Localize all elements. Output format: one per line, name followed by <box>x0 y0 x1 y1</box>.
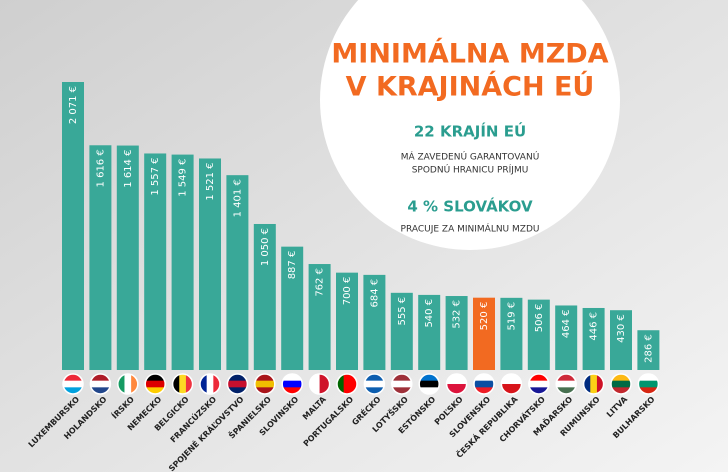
value-label: 430 € <box>616 314 627 343</box>
value-label: 555 € <box>397 297 408 326</box>
flag-stripe <box>419 381 439 388</box>
value-label: 464 € <box>561 309 572 338</box>
title: V KRAJINÁCH EÚ <box>346 71 595 103</box>
flag-stripe <box>255 381 275 388</box>
value-label: 1 616 € <box>95 149 106 187</box>
value-label: 520 € <box>479 302 490 331</box>
flag-stripe <box>611 381 631 388</box>
value-label: 286 € <box>643 334 654 363</box>
value-label: 684 € <box>369 279 380 308</box>
stat-text: MÁ ZAVEDENÚ GARANTOVANÚ <box>401 151 540 163</box>
value-label: 1 549 € <box>178 159 189 197</box>
value-label: 540 € <box>424 299 435 328</box>
flag-stripe <box>227 381 247 388</box>
stat-text: PRACUJE ZA MINIMÁLNU MZDU <box>401 223 540 235</box>
flag-stripe <box>344 374 351 394</box>
value-label: 1 557 € <box>150 157 161 195</box>
stat-text: SPODNÚ HRANICU PRÍJMU <box>412 164 529 176</box>
value-label: 887 € <box>287 251 298 280</box>
flag-stripe <box>590 374 597 394</box>
flag-stripe <box>529 381 549 388</box>
title: MINIMÁLNA MZDA <box>331 38 608 70</box>
flag-stripe <box>90 381 110 388</box>
flag-stripe <box>207 374 214 394</box>
flag-stripe <box>556 381 576 388</box>
value-label: 762 € <box>315 268 326 297</box>
flag-stripe <box>63 381 83 388</box>
value-label: 532 € <box>452 300 463 329</box>
stat-headline: 22 KRAJÍN EÚ <box>414 122 526 141</box>
stat-headline: 4 % SLOVÁKOV <box>407 197 533 216</box>
value-label: 1 614 € <box>123 150 134 188</box>
value-label: 1 401 € <box>232 179 243 217</box>
flag-stripe <box>282 381 302 388</box>
value-label: 446 € <box>589 312 600 341</box>
flag-stripe <box>392 381 412 388</box>
bar <box>62 82 84 370</box>
value-label: 506 € <box>534 304 545 333</box>
flag-stripe <box>124 374 131 394</box>
value-label: 2 071 € <box>68 86 79 124</box>
value-label: 700 € <box>342 277 353 306</box>
flag-stripe <box>638 381 658 388</box>
flag-stripe <box>179 374 186 394</box>
flag-stripe <box>145 381 165 388</box>
value-label: 519 € <box>506 302 517 331</box>
value-label: 1 521 € <box>205 162 216 200</box>
flag-stripe <box>364 381 384 388</box>
flag-stripe <box>474 381 494 388</box>
value-label: 1 050 € <box>260 228 271 266</box>
